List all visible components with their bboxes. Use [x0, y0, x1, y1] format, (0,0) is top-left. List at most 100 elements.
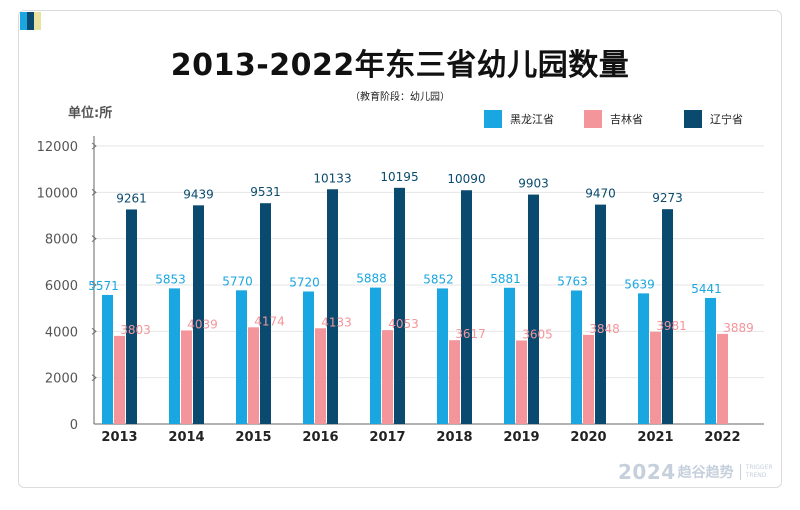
data-label-liaoning: 10133 — [313, 171, 351, 185]
data-label-jilin: 3889 — [723, 321, 754, 335]
x-tick-label: 2014 — [168, 430, 204, 445]
data-label-jilin: 3803 — [120, 323, 151, 337]
bar-heilongjiang — [370, 287, 381, 424]
chart-title: 2013-2022年东三省幼儿园数量 — [170, 48, 630, 83]
data-label-liaoning: 9261 — [116, 191, 147, 205]
bar-jilin — [583, 334, 594, 424]
y-axis-unit-label: 单位:所 — [68, 106, 113, 121]
data-label-jilin: 3981 — [656, 319, 687, 333]
data-label-heilongjiang: 5852 — [423, 272, 454, 286]
data-label-jilin: 3617 — [455, 327, 486, 341]
data-label-liaoning: 10195 — [380, 170, 418, 184]
bar-heilongjiang — [504, 287, 515, 424]
x-tick-label: 2018 — [436, 430, 472, 445]
legend-label-heilongjiang: 黑龙江省 — [510, 113, 554, 126]
bar-heilongjiang — [169, 288, 180, 424]
y-tick-label: 8000 — [45, 233, 78, 248]
data-label-heilongjiang: 5720 — [289, 275, 320, 289]
legend-swatch-liaoning — [684, 110, 702, 128]
x-tick-label: 2020 — [570, 430, 606, 445]
data-label-jilin: 4174 — [254, 314, 285, 328]
x-tick-label: 2021 — [637, 430, 673, 445]
x-tick-label: 2015 — [235, 430, 271, 445]
data-label-heilongjiang: 5441 — [691, 282, 722, 296]
watermark-sub-line1: TRIGGER — [745, 464, 773, 471]
x-tick-label: 2017 — [369, 430, 405, 445]
legend-swatch-jilin — [584, 110, 602, 128]
data-label-liaoning: 9531 — [250, 185, 281, 199]
y-axis-tick-arrow — [91, 188, 97, 196]
bar-liaoning — [595, 204, 606, 424]
bar-heilongjiang — [437, 288, 448, 424]
x-tick-label: 2013 — [101, 430, 137, 445]
bar-liaoning — [662, 209, 673, 424]
x-tick-label: 2019 — [503, 430, 539, 445]
bar-liaoning — [327, 189, 338, 424]
y-axis-tick-arrow — [91, 374, 97, 382]
bar-heilongjiang — [705, 297, 716, 424]
bar-liaoning — [394, 187, 405, 424]
watermark-sub-line2: TREND — [745, 472, 767, 479]
data-label-jilin: 3848 — [589, 322, 620, 336]
watermark: 2024 趋谷趋势 TRIGGER TREND — [618, 460, 773, 484]
data-label-jilin: 4133 — [321, 315, 352, 329]
corner-logo — [20, 12, 41, 30]
legend-label-jilin: 吉林省 — [610, 113, 643, 126]
data-label-jilin: 3605 — [522, 327, 553, 341]
data-label-liaoning: 9903 — [518, 177, 549, 191]
bar-liaoning — [461, 190, 472, 424]
x-tick-label: 2022 — [704, 430, 740, 445]
corner-logo-navy — [27, 12, 34, 30]
bar-jilin — [248, 327, 259, 424]
data-label-liaoning: 9439 — [183, 187, 214, 201]
watermark-year: 2024 — [618, 460, 676, 484]
bar-heilongjiang — [236, 290, 247, 424]
bar-jilin — [315, 328, 326, 424]
bar-heilongjiang — [638, 293, 649, 424]
y-tick-label: 10000 — [37, 186, 78, 201]
data-label-jilin: 4039 — [187, 317, 218, 331]
data-label-jilin: 4053 — [388, 317, 419, 331]
bar-jilin — [516, 340, 527, 424]
data-label-heilongjiang: 5881 — [490, 272, 521, 286]
bar-liaoning — [193, 205, 204, 424]
data-label-liaoning: 10090 — [447, 172, 485, 186]
data-label-heilongjiang: 5770 — [222, 274, 253, 288]
legend-item-heilongjiang: 黑龙江省 — [484, 110, 554, 128]
y-axis-tick-arrow — [91, 142, 97, 150]
legend: 黑龙江省 吉林省 辽宁省 — [0, 110, 800, 130]
bar-jilin — [181, 330, 192, 424]
y-axis-tick-arrow — [91, 281, 97, 289]
bar-jilin — [717, 333, 728, 424]
y-tick-label: 0 — [70, 418, 78, 433]
corner-logo-blue — [20, 12, 27, 30]
watermark-sub: TRIGGER TREND — [739, 464, 773, 480]
data-label-heilongjiang: 5639 — [624, 277, 655, 291]
watermark-name: 趋谷趋势 — [677, 465, 734, 481]
y-tick-label: 2000 — [45, 372, 78, 387]
bar-liaoning — [260, 203, 271, 424]
legend-item-jilin: 吉林省 — [584, 110, 643, 128]
data-label-heilongjiang: 5888 — [356, 272, 387, 286]
data-label-liaoning: 9273 — [652, 191, 683, 205]
bar-liaoning — [528, 194, 539, 424]
x-tick-label: 2016 — [302, 430, 338, 445]
legend-label-liaoning: 辽宁省 — [710, 113, 743, 126]
bar-jilin — [449, 340, 460, 424]
y-axis-tick-arrow — [91, 235, 97, 243]
y-tick-label: 6000 — [45, 279, 78, 294]
bar-liaoning — [126, 209, 137, 424]
bar-jilin — [382, 330, 393, 424]
legend-item-liaoning: 辽宁省 — [684, 110, 743, 128]
data-label-heilongjiang: 5571 — [88, 279, 119, 293]
chart-subtitle: （教育阶段：幼儿园） — [350, 92, 450, 103]
corner-logo-yellow — [34, 12, 41, 30]
y-axis-tick-arrow — [91, 327, 97, 335]
bar-jilin — [650, 331, 661, 424]
data-label-heilongjiang: 5853 — [155, 272, 186, 286]
y-tick-label: 4000 — [45, 325, 78, 340]
bar-jilin — [114, 335, 125, 424]
data-label-liaoning: 9470 — [585, 187, 616, 201]
bar-heilongjiang — [303, 291, 314, 424]
